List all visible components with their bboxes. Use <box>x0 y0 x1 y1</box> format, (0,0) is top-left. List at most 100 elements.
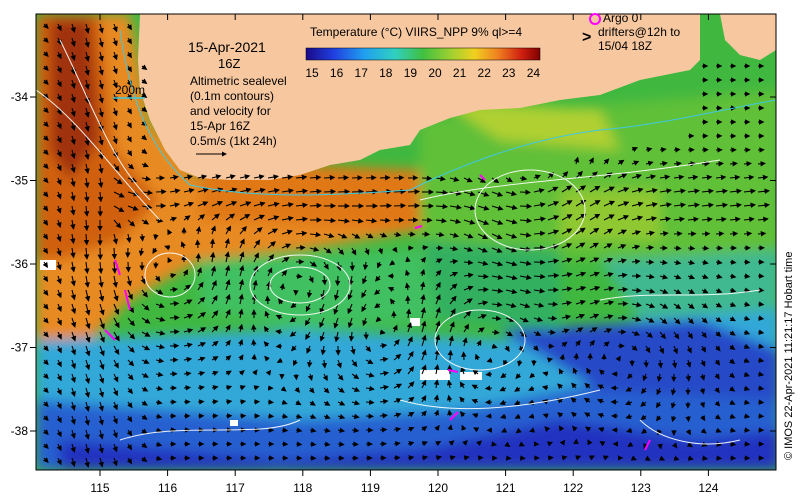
velocity-arrow <box>421 410 427 417</box>
velocity-arrow <box>84 135 90 146</box>
velocity-arrow <box>43 331 49 338</box>
velocity-arrow <box>575 257 586 263</box>
velocity-arrow <box>533 288 546 294</box>
x-tick-label: 117 <box>226 481 245 495</box>
velocity-arrow <box>603 328 613 334</box>
velocity-arrow <box>625 386 633 392</box>
velocity-arrow <box>211 325 219 333</box>
velocity-arrow <box>514 400 521 405</box>
velocity-arrow <box>435 320 441 333</box>
velocity-arrow <box>699 373 706 381</box>
velocity-arrow <box>673 160 682 167</box>
velocity-arrow <box>391 246 398 253</box>
velocity-arrow <box>239 399 247 405</box>
velocity-arrow <box>211 356 219 362</box>
velocity-arrow <box>491 233 503 240</box>
velocity-arrow <box>337 400 346 406</box>
velocity-arrow <box>196 267 202 277</box>
velocity-arrow <box>714 345 721 352</box>
velocity-arrow <box>514 386 521 392</box>
velocity-arrow <box>603 228 614 235</box>
velocity-arrow <box>547 186 559 193</box>
velocity-arrow <box>113 303 120 316</box>
drifter-tracks <box>104 174 651 451</box>
velocity-arrow <box>263 341 270 348</box>
velocity-arrow <box>743 385 750 391</box>
velocity-arrow <box>225 293 231 305</box>
velocity-arrow <box>701 288 709 294</box>
velocity-arrow <box>477 327 485 333</box>
velocity-arrow <box>253 252 259 263</box>
velocity-arrow <box>743 343 751 349</box>
velocity-arrow <box>252 369 258 376</box>
velocity-arrow <box>155 330 166 336</box>
velocity-arrow <box>659 188 672 194</box>
velocity-arrow <box>435 203 449 210</box>
velocity-arrow <box>687 188 700 194</box>
velocity-arrow <box>503 359 509 367</box>
colorbar-tick-label: 23 <box>502 66 516 80</box>
velocity-arrow <box>349 261 355 272</box>
velocity-arrow <box>434 364 440 375</box>
colorbar-tick-label: 18 <box>379 66 393 80</box>
velocity-arrow <box>743 301 751 307</box>
velocity-arrow <box>387 287 395 293</box>
velocity-arrow <box>337 247 345 256</box>
velocity-arrow <box>225 174 236 180</box>
velocity-arrow <box>645 160 654 167</box>
velocity-arrow <box>112 135 118 145</box>
velocity-arrow <box>98 275 104 288</box>
velocity-arrow <box>575 299 586 306</box>
velocity-arrow <box>98 401 104 412</box>
velocity-arrow <box>127 401 133 409</box>
velocity-arrow <box>491 315 502 322</box>
velocity-arrow <box>586 367 592 375</box>
velocity-arrow <box>225 385 233 391</box>
velocity-arrow <box>197 370 206 377</box>
velocity-arrow <box>687 455 694 461</box>
velocity-arrow <box>84 65 90 76</box>
velocity-arrow <box>405 256 411 263</box>
x-axis: 115 116 117 118 119 120 121 122 123 124 <box>90 14 719 495</box>
velocity-arrow <box>533 330 542 336</box>
velocity-arrow <box>309 174 322 181</box>
velocity-arrow <box>729 202 742 208</box>
velocity-arrow <box>42 23 49 29</box>
velocity-arrow <box>42 429 49 436</box>
velocity-arrow <box>519 288 532 295</box>
velocity-arrow <box>379 217 391 224</box>
velocity-arrow <box>659 174 671 180</box>
velocity-arrow <box>263 325 270 333</box>
velocity-arrow <box>575 185 587 193</box>
velocity-arrow <box>183 201 195 208</box>
velocity-arrow <box>743 287 751 293</box>
velocity-arrow <box>687 317 694 325</box>
velocity-arrow <box>575 170 583 179</box>
velocity-arrow <box>477 273 489 280</box>
velocity-arrow <box>407 366 415 375</box>
velocity-arrow <box>126 275 132 287</box>
velocity-arrow <box>617 159 625 166</box>
velocity-arrow <box>640 387 647 394</box>
velocity-arrow <box>70 149 76 160</box>
velocity-arrow <box>333 303 339 315</box>
velocity-arrow <box>379 427 388 433</box>
velocity-arrow <box>393 398 402 404</box>
velocity-arrow <box>499 399 507 406</box>
velocity-arrow <box>449 455 456 461</box>
velocity-arrow <box>289 316 297 323</box>
velocity-arrow <box>449 271 459 277</box>
velocity-arrow <box>476 440 483 447</box>
velocity-arrow <box>70 373 76 384</box>
velocity-arrow <box>405 269 411 277</box>
velocity-arrow <box>447 409 453 417</box>
velocity-arrow <box>449 204 462 210</box>
velocity-arrow <box>289 331 297 337</box>
velocity-arrow <box>309 441 317 447</box>
velocity-arrow <box>56 177 62 186</box>
velocity-arrow <box>56 303 62 313</box>
velocity-arrow <box>659 216 672 222</box>
velocity-arrow <box>84 37 90 48</box>
velocity-arrow <box>309 413 317 420</box>
